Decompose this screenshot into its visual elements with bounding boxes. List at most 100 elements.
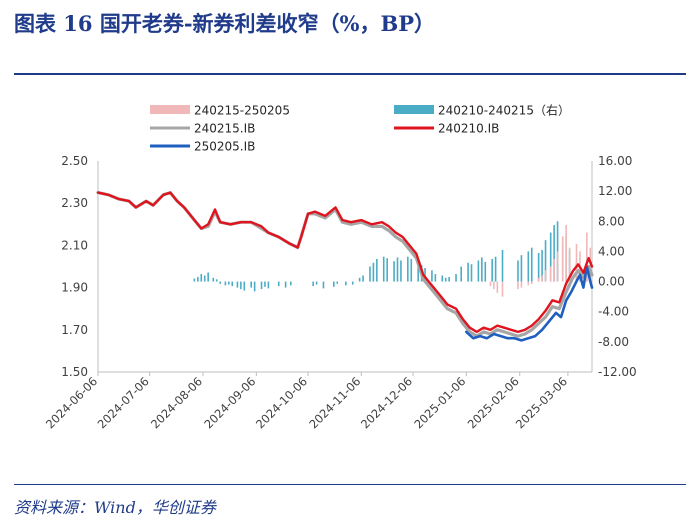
spread-right-bar — [470, 264, 473, 282]
legend-swatch-spread-right — [394, 105, 434, 114]
spread-right-bar — [224, 281, 227, 286]
spread-left-bar — [520, 281, 523, 288]
spread-right-bar — [386, 258, 388, 282]
spread-right-bar — [372, 262, 375, 282]
spread-right-bar — [537, 252, 540, 282]
spread-right-bar — [501, 249, 504, 282]
x-axis: 2024-06-062024-07-062024-08-062024-09-06… — [43, 372, 570, 431]
title-divider — [14, 73, 686, 75]
spread-right-bar — [484, 261, 487, 282]
right-tick-label: -4.00 — [598, 305, 629, 319]
legend: 240215-250205 240210-240215（右） 240215.IB 24… — [150, 103, 570, 154]
spread-left-bar — [553, 258, 555, 282]
left-tick-label: 2.10 — [61, 238, 88, 252]
spread-right-bar — [250, 281, 252, 288]
x-tick-label: 2024-12-06 — [358, 374, 415, 431]
spread-right-bar — [494, 256, 497, 282]
spread-right-bar — [197, 277, 199, 282]
source-note: 资料来源：Wind，华创证券 — [14, 498, 216, 517]
spread-right-bar — [517, 260, 519, 282]
left-tick-label: 1.90 — [61, 281, 88, 295]
spread-right-bar — [520, 255, 523, 282]
spread-right-bar — [376, 258, 378, 282]
spread-right-bar — [312, 281, 314, 287]
spread-right-bar — [200, 274, 203, 282]
line-series-group — [96, 191, 594, 342]
spread-right-bar — [448, 277, 450, 282]
spread-right-bar — [434, 274, 437, 282]
spread-right-bar — [553, 225, 555, 282]
spread-left-bar — [493, 281, 495, 290]
spread-right-bar — [212, 277, 215, 282]
spread-right-bar — [491, 258, 493, 282]
spread-right-bar — [417, 261, 419, 282]
spread-left-bar — [489, 281, 492, 287]
x-tick-label: 2024-10-06 — [253, 374, 310, 431]
spread-right-bar — [236, 281, 239, 288]
x-tick-label: 2024-08-06 — [148, 374, 205, 431]
spread-right-bar — [400, 260, 402, 282]
spread-left-bar — [575, 243, 578, 282]
spread-left-bar — [496, 281, 499, 293]
spread-right-bar — [333, 281, 335, 287]
x-tick-label: 2024-09-06 — [201, 374, 258, 431]
spread-left-bar — [586, 232, 588, 282]
spread-left-bar — [568, 247, 571, 282]
spread-right-bar — [393, 261, 395, 282]
spread-right-bar — [240, 281, 242, 290]
spread-right-bar — [315, 281, 318, 285]
right-tick-label: 0.00 — [598, 275, 625, 289]
spread-right-bar — [556, 221, 559, 282]
spread-right-bar — [243, 281, 246, 291]
spread-left-bar — [544, 270, 547, 282]
spread-right-bar — [253, 281, 256, 292]
spread-right-bar — [362, 275, 364, 282]
right-tick-label: 12.00 — [598, 184, 632, 198]
right-axis: -12.00 -8.00 -4.00 0.00 4.00 8.00 12.00 16.00 — [598, 154, 637, 379]
spread-left-bar — [530, 281, 533, 284]
spread-left-bar — [527, 281, 530, 286]
x-tick-label: 2025-01-06 — [411, 374, 468, 431]
x-tick-label: 2024-11-06 — [306, 374, 363, 431]
x-tick-label: 2025-03-06 — [513, 374, 570, 431]
right-tick-label: 4.00 — [598, 244, 625, 258]
legend-label: 250205.IB — [194, 140, 255, 154]
spread-right-bar — [369, 266, 371, 282]
spread-right-bar — [289, 281, 292, 286]
chart-title: 图表 16 国开老券-新券利差收窄（%，BP） — [14, 11, 436, 36]
spread-left-bar — [561, 236, 564, 282]
spread-right-bar — [207, 272, 209, 282]
right-tick-label: -12.00 — [598, 365, 637, 379]
spread-left-bar — [517, 281, 519, 290]
legend-swatch-spread-left — [150, 105, 190, 114]
series-line-240210 — [96, 191, 594, 334]
spread-right-bar — [345, 281, 347, 286]
chart-svg: 1.50 1.70 1.90 2.10 2.30 2.50 -12.00 -8.00 -4.0… — [43, 103, 637, 432]
spread-right-bar — [203, 275, 206, 282]
spread-left-bar — [556, 251, 559, 282]
legend-label: 240215.IB — [194, 122, 255, 136]
spread-right-bar — [231, 281, 234, 287]
spread-right-bar — [228, 281, 230, 285]
right-tick-label: 8.00 — [598, 214, 625, 228]
left-tick-label: 1.50 — [61, 365, 88, 379]
spread-left-bar — [565, 225, 567, 282]
right-tick-label: 16.00 — [598, 154, 632, 168]
spread-right-bar — [481, 257, 483, 282]
left-tick-label: 2.50 — [61, 154, 88, 168]
spread-right-bar — [467, 262, 469, 282]
spread-right-bar — [336, 281, 339, 284]
spread-right-bar — [477, 260, 480, 282]
spread-right-bar — [277, 281, 280, 287]
left-tick-label: 2.30 — [61, 196, 88, 210]
legend-label: 240210-240215（右） — [438, 103, 570, 118]
legend-label: 240210.IB — [438, 122, 499, 136]
spread-right-bar — [267, 281, 270, 289]
spread-right-bar — [544, 240, 547, 282]
spread-right-bar — [424, 268, 426, 282]
series-line-250205 — [465, 265, 594, 342]
spread-right-bar — [215, 279, 218, 282]
spread-right-bar — [382, 256, 385, 282]
spread-right-bar — [396, 257, 399, 282]
spread-right-bar — [460, 266, 462, 282]
